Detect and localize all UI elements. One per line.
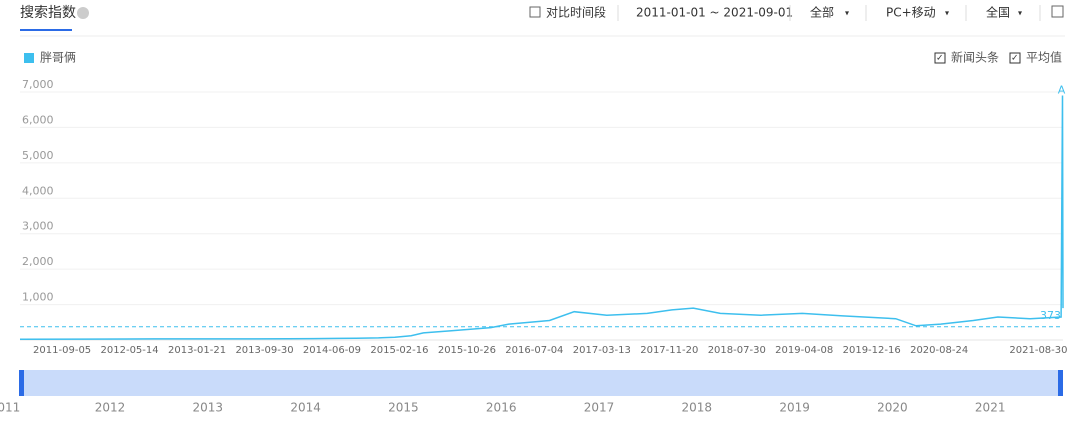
x-tick-label: 2012-05-14: [101, 345, 159, 356]
x-tick-label: 2014-06-09: [303, 345, 361, 356]
x-tick-label: 2013-01-21: [168, 345, 226, 356]
checkbox[interactable]: [1009, 52, 1021, 64]
y-tick-label: 6,000: [22, 113, 54, 126]
x-tick-label: 2019-12-16: [843, 345, 901, 356]
x-tick-label: 2015-10-26: [438, 345, 496, 356]
x-tick-label: 2018-07-30: [708, 345, 766, 356]
legend-label[interactable]: 胖哥俩: [40, 51, 76, 65]
y-tick-label: 3,000: [22, 220, 54, 233]
brush-handle[interactable]: [1058, 370, 1063, 396]
timeline-year: 2016: [486, 401, 517, 415]
timeline-year: 2019: [779, 401, 810, 415]
y-tick-label: 4,000: [22, 184, 54, 197]
timeline-year: 2017: [584, 401, 615, 415]
device-select[interactable]: PC+移动: [886, 6, 936, 20]
date-range[interactable]: 2011-01-01 ~ 2021-09-01: [636, 6, 793, 20]
timeline-year: 2012: [95, 401, 126, 415]
brush-range[interactable]: [20, 370, 1063, 396]
region-select[interactable]: 全国: [986, 5, 1010, 20]
y-tick-label: 2,000: [22, 255, 54, 268]
timeline-year: 2014: [290, 401, 321, 415]
x-tick-label: 2013-09-30: [235, 345, 293, 356]
caret: ▾: [845, 9, 849, 18]
timeline-year: 2020: [877, 401, 908, 415]
tab-title[interactable]: 搜索指数: [20, 4, 76, 21]
timeline-year: 2013: [193, 401, 224, 415]
x-tick-label: 2017-11-20: [640, 345, 698, 356]
y-tick-label: 7,000: [22, 78, 54, 91]
help-icon[interactable]: [77, 7, 89, 19]
option-average[interactable]: 平均值: [1026, 50, 1062, 65]
checkbox[interactable]: [529, 6, 541, 18]
x-tick-label: 2019-04-08: [775, 345, 833, 356]
option-news[interactable]: 新闻头条: [951, 50, 999, 65]
brush-handle[interactable]: [19, 370, 24, 396]
average-label: 373: [1040, 309, 1061, 322]
x-tick-label: 2017-03-13: [573, 345, 631, 356]
caret: ▾: [945, 9, 949, 18]
y-tick-label: 5,000: [22, 149, 54, 162]
x-tick-label: 2021-08-30: [1009, 345, 1067, 356]
x-tick-label: 2020-08-24: [910, 345, 968, 356]
x-tick-label: 2016-07-04: [505, 345, 563, 356]
x-tick-label: 2011-09-05: [33, 345, 91, 356]
y-tick-label: 1,000: [22, 291, 54, 304]
annotation: A: [1058, 84, 1066, 97]
timeline-year: 2011: [0, 401, 20, 415]
compare-label[interactable]: 对比时间段: [546, 5, 606, 20]
check-mark: ✓: [936, 54, 944, 64]
timeline-year: 2015: [388, 401, 419, 415]
series-line: [19, 95, 1064, 341]
check-mark: ✓: [1011, 54, 1019, 64]
legend-swatch: [24, 53, 34, 63]
x-tick-label: 2015-02-16: [370, 345, 428, 356]
caret: ▾: [1018, 9, 1022, 18]
checkbox[interactable]: [934, 52, 946, 64]
timeline-year: 2021: [975, 401, 1006, 415]
source-select[interactable]: 全部: [810, 5, 834, 20]
export-icon[interactable]: [1051, 5, 1064, 18]
timeline-year: 2018: [682, 401, 713, 415]
